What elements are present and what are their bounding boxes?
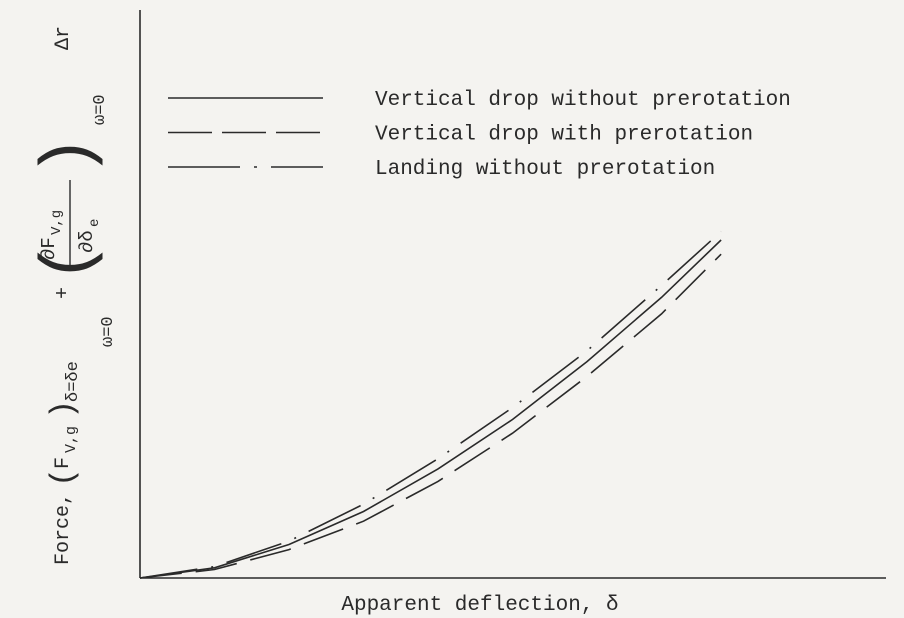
y-label-part: ∂F	[38, 237, 60, 260]
x-axis-label: Apparent deflection, δ	[341, 594, 618, 617]
y-label-part: +	[52, 287, 75, 299]
series-line	[139, 253, 722, 579]
y-label-part: ω=0	[91, 94, 110, 125]
y-label-part: Force,	[52, 493, 75, 565]
y-label-part: Δr	[52, 26, 75, 50]
series-line	[139, 239, 722, 579]
y-label-part: ω=0	[99, 316, 118, 347]
y-label-part: V,g	[49, 210, 65, 235]
y-label-part: V,g	[63, 426, 80, 453]
y-label-part: δ=δe	[64, 361, 83, 402]
paren: )	[45, 400, 82, 419]
y-label-part: e	[87, 219, 103, 227]
paren: (	[45, 468, 82, 487]
legend-label: Vertical drop without prerotation	[375, 89, 791, 112]
series-line	[139, 230, 722, 579]
y-axis-label: Force, ( F V,g ) δ=δe ω=0 + ( ∂F V,g ∂δ …	[31, 26, 118, 565]
paren: )	[31, 135, 110, 177]
y-label-part: ∂δ	[76, 230, 98, 253]
legend-label: Landing without prerotation	[375, 158, 715, 181]
legend-label: Vertical drop with prerotation	[375, 124, 753, 147]
y-label-part: F	[52, 457, 75, 469]
